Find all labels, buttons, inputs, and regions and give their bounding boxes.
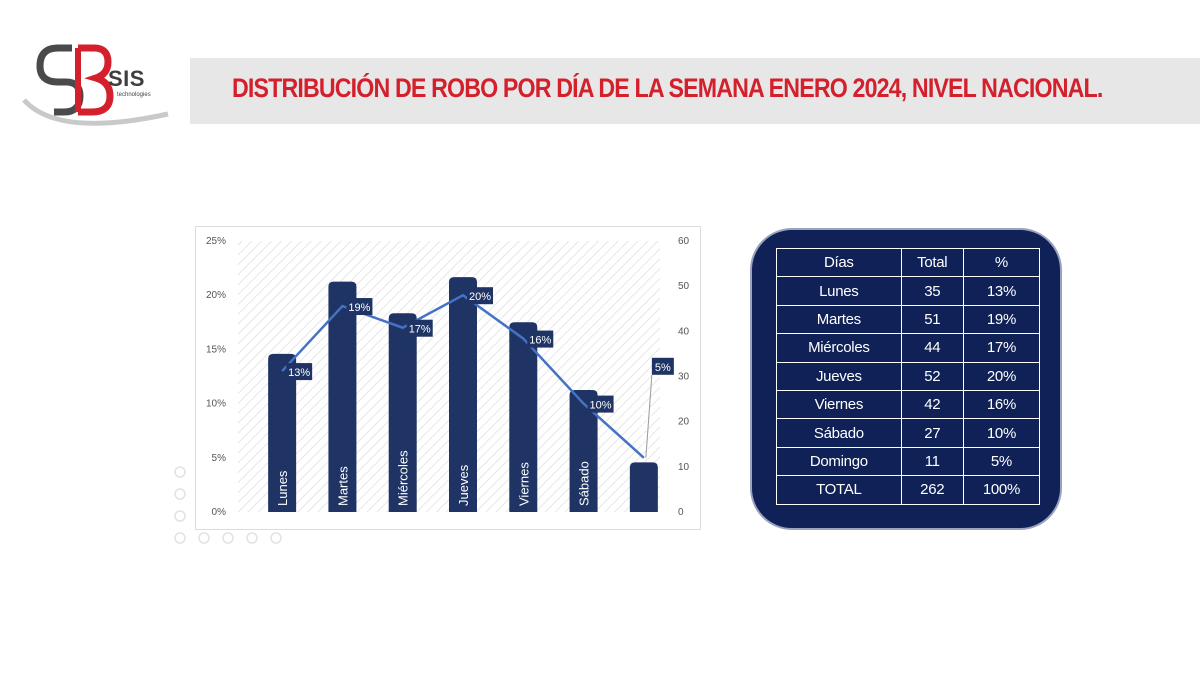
cell-day: Jueves	[776, 361, 902, 391]
cell-day: Martes	[776, 304, 902, 335]
bar-domingo	[629, 462, 658, 512]
left-axis-tick: 10%	[206, 399, 226, 410]
header-pct: %	[962, 247, 1041, 278]
pct-label-text: 13%	[288, 367, 310, 379]
pct-label-box	[527, 330, 554, 348]
right-axis-tick: 40	[678, 326, 690, 337]
right-axis-tick: 30	[678, 372, 690, 383]
pct-data-label: 13%	[286, 363, 313, 381]
cell-day: Domingo	[776, 446, 902, 477]
table-row: Domingo 11 5%	[776, 446, 1041, 477]
table-row: TOTAL 262 100%	[776, 475, 1041, 505]
cell-total: 42	[900, 389, 964, 420]
header-total: Total	[900, 247, 964, 278]
left-axis-tick: 25%	[206, 236, 226, 247]
bar-martes	[328, 281, 357, 512]
cell-day: Viernes	[776, 389, 902, 420]
bar-line-chart: 0% 5% 10% 15% 20% 25% 0 10 20 30 40 50 60 Lunes Mart…	[206, 236, 690, 518]
category-label: Viernes	[516, 462, 531, 506]
bar-jueves	[449, 277, 477, 512]
cell-total: 11	[900, 446, 964, 477]
summary-table-panel: Días Total % Lunes 35 13% Martes 51 19% Miérco…	[750, 228, 1062, 530]
summary-table: Días Total % Lunes 35 13% Martes 51 19% Miérco…	[776, 247, 1041, 505]
category-label: Domingo	[637, 404, 652, 456]
cell-pct: 16%	[962, 389, 1041, 420]
table-row: Martes 51 19%	[776, 304, 1041, 335]
left-axis-tick: 5%	[212, 453, 227, 464]
pct-data-label: 16%	[527, 330, 554, 348]
cell-day: Miércoles	[776, 333, 902, 363]
pct-label-text: 19%	[348, 302, 370, 314]
title-bar: DISTRIBUCIÓN DE ROBO POR DÍA DE LA SEMAN…	[190, 58, 1200, 124]
cell-total: 35	[900, 276, 964, 306]
cell-pct: 19%	[962, 304, 1041, 335]
category-label: Martes	[335, 466, 350, 506]
pct-label-text: 10%	[590, 400, 612, 412]
table-row: Sábado 27 10%	[776, 418, 1041, 448]
right-axis-tick: 20	[678, 417, 690, 428]
table-row: Jueves 52 20%	[776, 361, 1041, 391]
percentage-line	[281, 293, 645, 459]
left-axis-tick: 0%	[212, 507, 227, 518]
chart-container: 0% 5% 10% 15% 20% 25% 0 10 20 30 40 50 60 Lunes Mart…	[195, 226, 701, 530]
table-header-row: Días Total %	[776, 247, 1041, 278]
cell-day: Lunes	[776, 276, 902, 306]
left-axis-tick: 15%	[206, 344, 226, 355]
bar-miércoles	[388, 313, 417, 512]
cell-pct: 13%	[962, 276, 1041, 306]
pct-data-label: 19%	[346, 298, 373, 316]
pct-label-box	[467, 287, 493, 305]
table-row: Viernes 42 16%	[776, 389, 1041, 420]
logo-text: SIS	[108, 66, 145, 91]
right-axis-tick: 60	[678, 236, 690, 247]
pct-label-box	[286, 363, 313, 381]
header-dias: Días	[776, 247, 902, 278]
cell-total: 52	[900, 361, 964, 391]
right-axis-tick: 10	[678, 462, 690, 473]
category-label: Miércoles	[396, 450, 411, 506]
cell-day: Sábado	[776, 418, 902, 448]
pct-label-text: 20%	[469, 291, 491, 303]
pct-data-label: 17%	[406, 319, 433, 337]
cell-pct: 20%	[962, 361, 1041, 391]
pct-label-box	[651, 357, 674, 375]
cell-total: 44	[900, 333, 964, 363]
category-label: Jueves	[456, 464, 471, 506]
cell-total: 262	[900, 475, 964, 505]
right-axis-tick: 50	[678, 281, 690, 292]
page-title: DISTRIBUCIÓN DE ROBO POR DÍA DE LA SEMAN…	[232, 73, 1103, 103]
bar-lunes	[268, 353, 297, 512]
category-label: Sábado	[577, 461, 592, 506]
company-logo: SIS technologies	[18, 38, 178, 130]
logo-mark	[22, 44, 169, 126]
pct-data-label: 5%	[645, 357, 674, 458]
cell-day: TOTAL	[776, 475, 902, 505]
pct-data-label: 10%	[587, 395, 614, 413]
pct-data-label: 20%	[467, 287, 493, 305]
bar-viernes	[509, 322, 538, 512]
bar-sábado	[569, 390, 598, 512]
pct-label-text: 5%	[655, 362, 671, 374]
cell-pct: 5%	[962, 446, 1041, 477]
cell-total: 51	[900, 304, 964, 335]
table-row: Miércoles 44 17%	[776, 333, 1041, 363]
cell-pct: 17%	[962, 333, 1041, 363]
pct-label-text: 16%	[529, 335, 551, 347]
pct-label-box	[346, 298, 373, 316]
logo-subtext: technologies	[117, 92, 151, 98]
pct-label-text: 17%	[409, 324, 431, 336]
pct-label-box	[406, 319, 433, 337]
left-axis-tick: 20%	[206, 290, 226, 301]
category-label: Lunes	[275, 470, 290, 506]
pct-label-box	[587, 395, 614, 413]
cell-pct: 10%	[962, 418, 1041, 448]
leader-line	[645, 374, 653, 458]
cell-total: 27	[900, 418, 964, 448]
cell-pct: 100%	[962, 475, 1041, 505]
right-axis-tick: 0	[678, 507, 684, 518]
table-row: Lunes 35 13%	[776, 276, 1041, 306]
